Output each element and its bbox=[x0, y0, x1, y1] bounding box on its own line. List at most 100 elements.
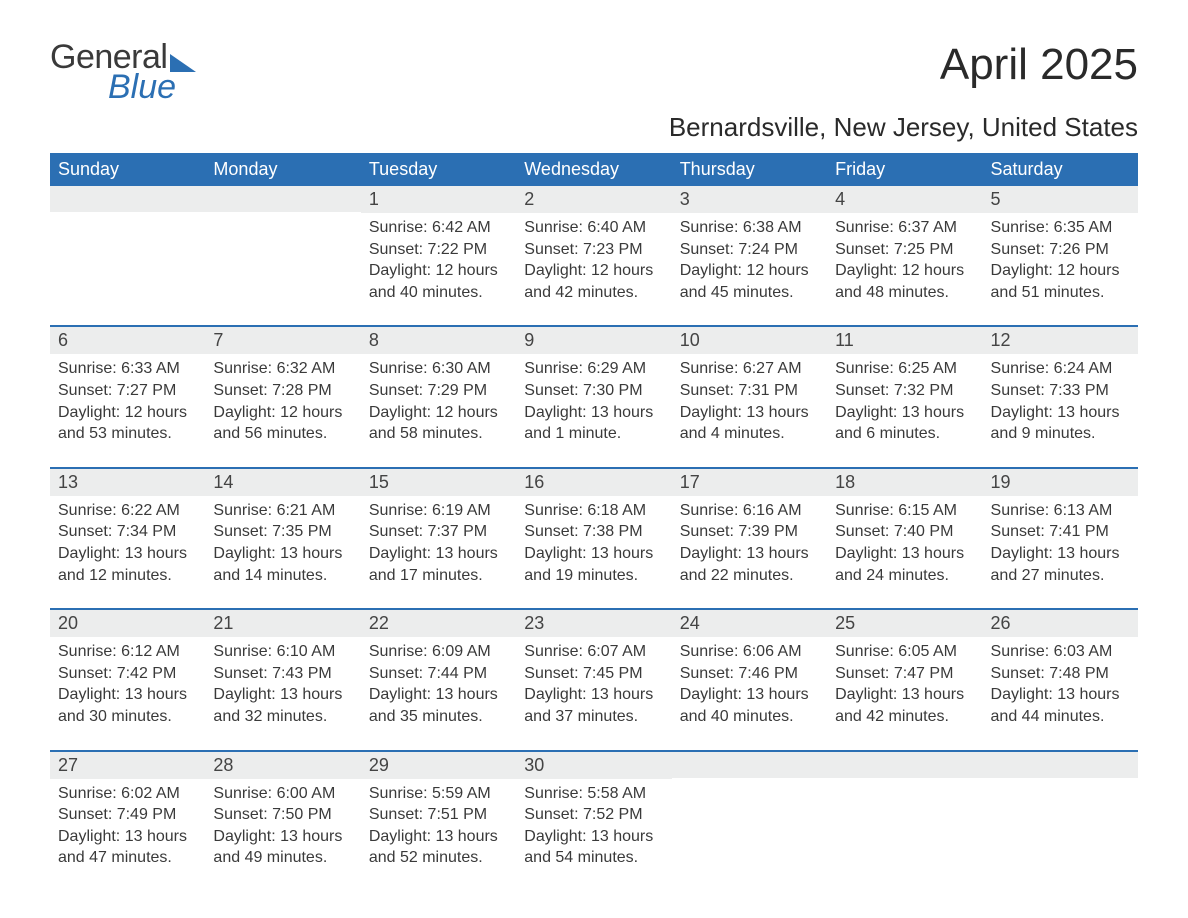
sunset-text: Sunset: 7:31 PM bbox=[680, 380, 819, 402]
day-number: 14 bbox=[205, 469, 360, 496]
day-number: 12 bbox=[983, 327, 1138, 354]
day-number: 4 bbox=[827, 186, 982, 213]
day-number: 22 bbox=[361, 610, 516, 637]
day-number: 10 bbox=[672, 327, 827, 354]
sunrise-text: Sunrise: 6:35 AM bbox=[991, 217, 1130, 239]
day-cell: 10 Sunrise: 6:27 AMSunset: 7:31 PMDayligh… bbox=[672, 327, 827, 454]
daylight-text: Daylight: 13 hours and 54 minutes. bbox=[524, 826, 663, 869]
day-cell bbox=[205, 186, 360, 313]
daylight-text: Daylight: 13 hours and 4 minutes. bbox=[680, 402, 819, 445]
day-cell: 17Sunrise: 6:16 AMSunset: 7:39 PMDayligh… bbox=[672, 469, 827, 596]
sunrise-text: Sunrise: 6:30 AM bbox=[369, 358, 508, 380]
day-cell: 1Sunrise: 6:42 AMSunset: 7:22 PMDaylight… bbox=[361, 186, 516, 313]
sunrise-text: Sunrise: 6:21 AM bbox=[213, 500, 352, 522]
day-details: Sunrise: 6:05 AMSunset: 7:47 PMDaylight:… bbox=[827, 637, 982, 737]
week-row: 20Sunrise: 6:12 AMSunset: 7:42 PMDayligh… bbox=[50, 608, 1138, 737]
day-details: Sunrise: 6:10 AMSunset: 7:43 PMDaylight:… bbox=[205, 637, 360, 737]
day-cell: 3Sunrise: 6:38 AMSunset: 7:24 PMDaylight… bbox=[672, 186, 827, 313]
dow-header-row: Sunday Monday Tuesday Wednesday Thursday… bbox=[50, 153, 1138, 186]
daylight-text: Daylight: 13 hours and 24 minutes. bbox=[835, 543, 974, 586]
day-number: 29 bbox=[361, 752, 516, 779]
daylight-text: Daylight: 13 hours and 47 minutes. bbox=[58, 826, 197, 869]
dow-wednesday: Wednesday bbox=[516, 153, 671, 186]
day-details: Sunrise: 6:40 AMSunset: 7:23 PMDaylight:… bbox=[516, 213, 671, 313]
day-details: Sunrise: 6:38 AMSunset: 7:24 PMDaylight:… bbox=[672, 213, 827, 313]
sunrise-text: Sunrise: 6:16 AM bbox=[680, 500, 819, 522]
week-row: 13Sunrise: 6:22 AMSunset: 7:34 PMDayligh… bbox=[50, 467, 1138, 596]
sunrise-text: Sunrise: 6:13 AM bbox=[991, 500, 1130, 522]
daylight-text: Daylight: 12 hours and 51 minutes. bbox=[991, 260, 1130, 303]
dow-tuesday: Tuesday bbox=[361, 153, 516, 186]
day-cell: 2Sunrise: 6:40 AMSunset: 7:23 PMDaylight… bbox=[516, 186, 671, 313]
day-number bbox=[983, 752, 1138, 778]
day-number: 28 bbox=[205, 752, 360, 779]
day-details: Sunrise: 6:00 AMSunset: 7:50 PMDaylight:… bbox=[205, 779, 360, 879]
daylight-text: Daylight: 12 hours and 53 minutes. bbox=[58, 402, 197, 445]
day-cell: 5 Sunrise: 6:35 AMSunset: 7:26 PMDaylight… bbox=[983, 186, 1138, 313]
dow-thursday: Thursday bbox=[672, 153, 827, 186]
sunset-text: Sunset: 7:26 PM bbox=[991, 239, 1130, 261]
sunrise-text: Sunrise: 6:09 AM bbox=[369, 641, 508, 663]
day-number: 6 bbox=[50, 327, 205, 354]
day-details: Sunrise: 6:13 AMSunset: 7:41 PMDaylight:… bbox=[983, 496, 1138, 596]
day-details: Sunrise: 6:12 AMSunset: 7:42 PMDaylight:… bbox=[50, 637, 205, 737]
sunset-text: Sunset: 7:30 PM bbox=[524, 380, 663, 402]
day-number: 3 bbox=[672, 186, 827, 213]
day-number: 5 bbox=[983, 186, 1138, 213]
day-number: 27 bbox=[50, 752, 205, 779]
day-cell: 30Sunrise: 5:58 AMSunset: 7:52 PMDayligh… bbox=[516, 752, 671, 879]
sunrise-text: Sunrise: 6:40 AM bbox=[524, 217, 663, 239]
sunrise-text: Sunrise: 6:15 AM bbox=[835, 500, 974, 522]
day-number bbox=[50, 186, 205, 212]
day-cell: 9Sunrise: 6:29 AMSunset: 7:30 PMDaylight… bbox=[516, 327, 671, 454]
daylight-text: Daylight: 13 hours and 1 minute. bbox=[524, 402, 663, 445]
sunset-text: Sunset: 7:35 PM bbox=[213, 521, 352, 543]
sunrise-text: Sunrise: 6:37 AM bbox=[835, 217, 974, 239]
sunrise-text: Sunrise: 6:02 AM bbox=[58, 783, 197, 805]
day-details: Sunrise: 6:42 AMSunset: 7:22 PMDaylight:… bbox=[361, 213, 516, 313]
sunset-text: Sunset: 7:22 PM bbox=[369, 239, 508, 261]
sunrise-text: Sunrise: 6:10 AM bbox=[213, 641, 352, 663]
daylight-text: Daylight: 13 hours and 27 minutes. bbox=[991, 543, 1130, 586]
day-number: 13 bbox=[50, 469, 205, 496]
sunset-text: Sunset: 7:38 PM bbox=[524, 521, 663, 543]
calendar: Sunday Monday Tuesday Wednesday Thursday… bbox=[50, 153, 1138, 879]
sunrise-text: Sunrise: 6:00 AM bbox=[213, 783, 352, 805]
daylight-text: Daylight: 13 hours and 30 minutes. bbox=[58, 684, 197, 727]
sunset-text: Sunset: 7:48 PM bbox=[991, 663, 1130, 685]
daylight-text: Daylight: 13 hours and 6 minutes. bbox=[835, 402, 974, 445]
sunset-text: Sunset: 7:47 PM bbox=[835, 663, 974, 685]
dow-saturday: Saturday bbox=[983, 153, 1138, 186]
sunrise-text: Sunrise: 6:27 AM bbox=[680, 358, 819, 380]
daylight-text: Daylight: 12 hours and 42 minutes. bbox=[524, 260, 663, 303]
sunrise-text: Sunrise: 6:29 AM bbox=[524, 358, 663, 380]
day-details: Sunrise: 6:16 AMSunset: 7:39 PMDaylight:… bbox=[672, 496, 827, 596]
day-details: Sunrise: 6:18 AMSunset: 7:38 PMDaylight:… bbox=[516, 496, 671, 596]
sunrise-text: Sunrise: 6:42 AM bbox=[369, 217, 508, 239]
month-title: April 2025 bbox=[940, 40, 1138, 90]
day-details: Sunrise: 6:33 AMSunset: 7:27 PMDaylight:… bbox=[50, 354, 205, 454]
daylight-text: Daylight: 13 hours and 52 minutes. bbox=[369, 826, 508, 869]
day-number: 25 bbox=[827, 610, 982, 637]
day-cell bbox=[672, 752, 827, 879]
day-details: Sunrise: 6:29 AMSunset: 7:30 PMDaylight:… bbox=[516, 354, 671, 454]
day-cell: 8Sunrise: 6:30 AMSunset: 7:29 PMDaylight… bbox=[361, 327, 516, 454]
weeks-container: 1Sunrise: 6:42 AMSunset: 7:22 PMDaylight… bbox=[50, 186, 1138, 879]
sunrise-text: Sunrise: 6:19 AM bbox=[369, 500, 508, 522]
sunset-text: Sunset: 7:44 PM bbox=[369, 663, 508, 685]
daylight-text: Daylight: 12 hours and 48 minutes. bbox=[835, 260, 974, 303]
day-details: Sunrise: 6:07 AMSunset: 7:45 PMDaylight:… bbox=[516, 637, 671, 737]
dow-friday: Friday bbox=[827, 153, 982, 186]
sunset-text: Sunset: 7:41 PM bbox=[991, 521, 1130, 543]
day-number: 16 bbox=[516, 469, 671, 496]
day-cell: 19Sunrise: 6:13 AMSunset: 7:41 PMDayligh… bbox=[983, 469, 1138, 596]
daylight-text: Daylight: 13 hours and 9 minutes. bbox=[991, 402, 1130, 445]
sunrise-text: Sunrise: 6:06 AM bbox=[680, 641, 819, 663]
header: General Blue April 2025 bbox=[50, 40, 1138, 104]
sunset-text: Sunset: 7:51 PM bbox=[369, 804, 508, 826]
sunrise-text: Sunrise: 6:07 AM bbox=[524, 641, 663, 663]
day-details: Sunrise: 6:09 AMSunset: 7:44 PMDaylight:… bbox=[361, 637, 516, 737]
day-cell: 14Sunrise: 6:21 AMSunset: 7:35 PMDayligh… bbox=[205, 469, 360, 596]
sunset-text: Sunset: 7:25 PM bbox=[835, 239, 974, 261]
day-details: Sunrise: 6:02 AMSunset: 7:49 PMDaylight:… bbox=[50, 779, 205, 879]
